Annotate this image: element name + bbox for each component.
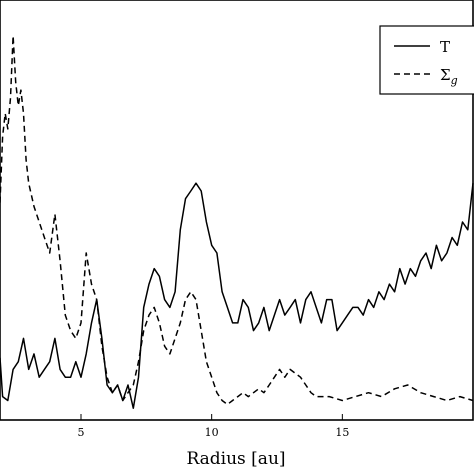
x-axis-label: Radius [au] bbox=[186, 449, 285, 469]
series-line-dashed bbox=[0, 35, 474, 406]
legend-box bbox=[379, 25, 474, 95]
x-axis-ticks: 5 10 15 bbox=[78, 414, 349, 439]
legend-label-sigma: Σg bbox=[440, 66, 458, 87]
series-line-solid bbox=[0, 182, 474, 409]
x-tick-label: 10 bbox=[205, 426, 219, 439]
x-tick-label: 15 bbox=[335, 426, 349, 439]
legend: T Σg bbox=[379, 25, 474, 95]
plot-frame bbox=[0, 0, 474, 421]
x-tick-label: 5 bbox=[78, 426, 85, 439]
legend-label-sigma-base: Σ bbox=[440, 66, 451, 84]
legend-label-T: T bbox=[440, 38, 450, 56]
plot-area: 5 10 15 bbox=[0, 0, 474, 439]
legend-label-sigma-sub: g bbox=[451, 74, 458, 87]
